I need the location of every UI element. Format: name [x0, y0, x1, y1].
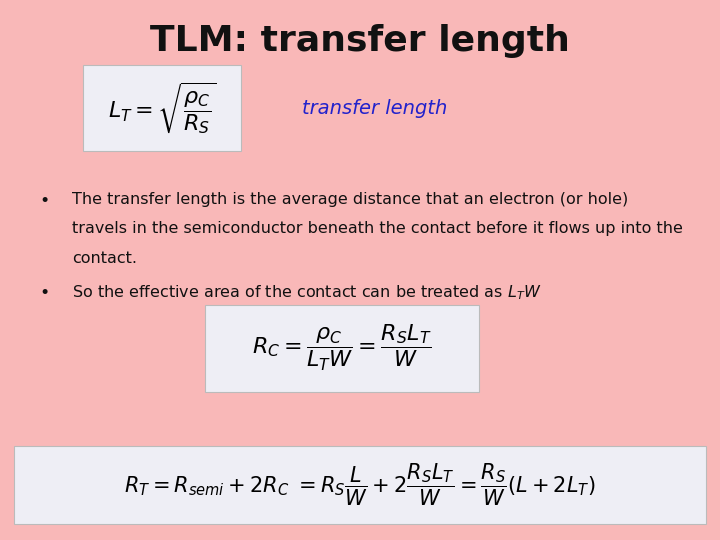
Text: The transfer length is the average distance that an electron (or hole): The transfer length is the average dista…	[72, 192, 629, 207]
Text: transfer length: transfer length	[302, 98, 448, 118]
FancyBboxPatch shape	[83, 65, 241, 151]
Text: $R_C = \dfrac{\rho_C}{L_T W} = \dfrac{R_S L_T}{W}$: $R_C = \dfrac{\rho_C}{L_T W} = \dfrac{R_…	[252, 323, 432, 373]
Text: travels in the semiconductor beneath the contact before it flows up into the: travels in the semiconductor beneath the…	[72, 221, 683, 237]
Text: $R_T = R_{semi} + 2R_C \ = R_S \dfrac{L}{W} + 2\dfrac{R_S L_T}{W} = \dfrac{R_S}{: $R_T = R_{semi} + 2R_C \ = R_S \dfrac{L}…	[124, 462, 596, 508]
FancyBboxPatch shape	[14, 446, 706, 524]
Text: TLM: transfer length: TLM: transfer length	[150, 24, 570, 58]
Text: •: •	[40, 284, 50, 301]
FancyBboxPatch shape	[205, 305, 479, 392]
Text: $L_T = \sqrt{\dfrac{\rho_C}{R_S}}$: $L_T = \sqrt{\dfrac{\rho_C}{R_S}}$	[108, 80, 216, 136]
Text: contact.: contact.	[72, 251, 137, 266]
Text: So the effective area of the contact can be treated as $L_T W$: So the effective area of the contact can…	[72, 284, 541, 302]
Text: •: •	[40, 192, 50, 210]
